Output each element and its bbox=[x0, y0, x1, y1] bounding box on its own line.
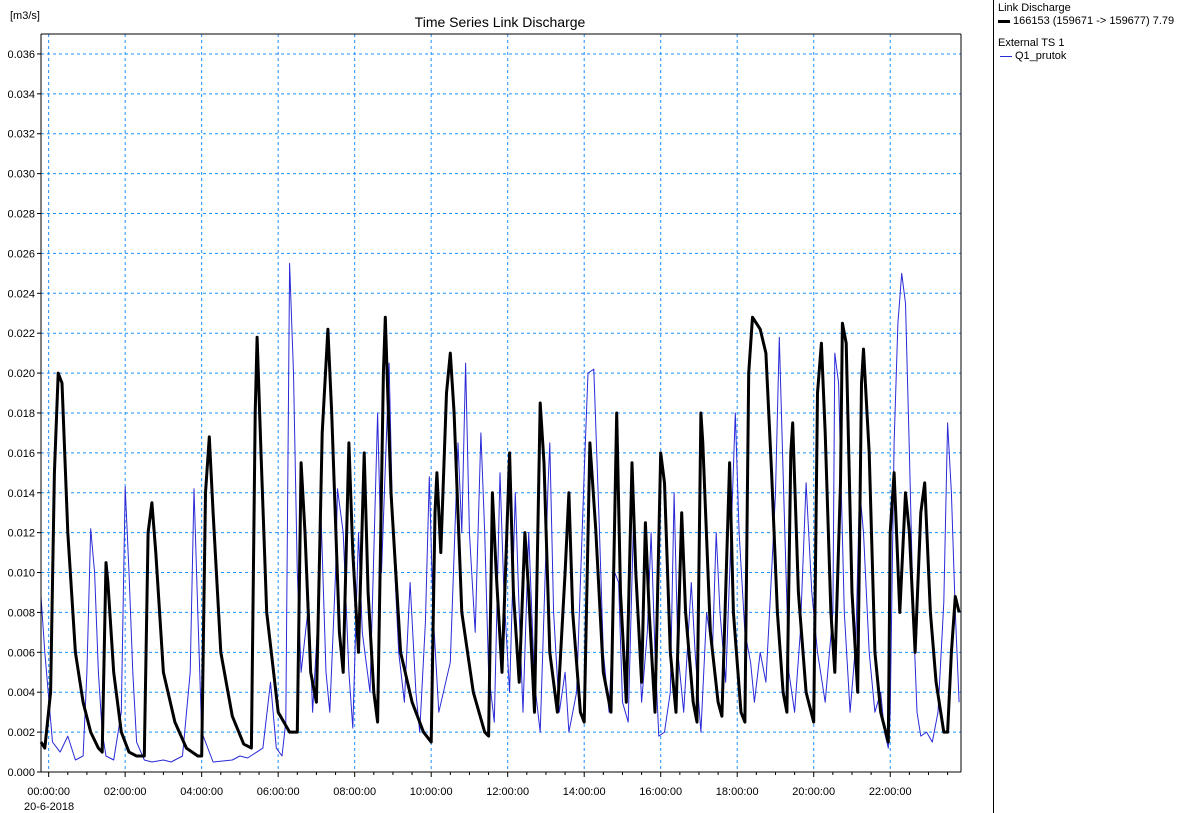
y-tick-label: 0.018 bbox=[7, 408, 35, 420]
x-tick-label: 02:00:00 bbox=[104, 786, 147, 798]
y-tick-label: 0.036 bbox=[7, 49, 35, 61]
series-layer bbox=[39, 262, 961, 763]
x-tick-label: 00:00:00 bbox=[27, 786, 70, 798]
x-tick-label: 12:00:00 bbox=[486, 786, 529, 798]
y-axis-unit-label: [m3/s] bbox=[10, 10, 40, 22]
legend-divider bbox=[993, 0, 994, 813]
y-tick-label: 0.020 bbox=[7, 368, 35, 380]
series-line-q1-prutok bbox=[40, 262, 960, 763]
x-tick-label: 16:00:00 bbox=[639, 786, 682, 798]
x-tick-label: 06:00:00 bbox=[257, 786, 300, 798]
legend-group-title-link-discharge: Link Discharge bbox=[998, 2, 1071, 14]
y-tick-label: 0.014 bbox=[7, 488, 35, 500]
legend-entry-q1-prutok[interactable]: Q1_prutok bbox=[998, 50, 1196, 63]
axes: 0.000 0.002 0.004 0.006 0.008 0.010 0.012 0.014… bbox=[7, 33, 962, 798]
legend-group-title-external-ts: External TS 1 bbox=[998, 37, 1065, 49]
y-tick-label: 0.034 bbox=[7, 89, 35, 101]
legend-entry-label: Q1_prutok bbox=[1015, 50, 1067, 62]
y-tick-label: 0.032 bbox=[7, 129, 35, 141]
legend-entry-link-discharge[interactable]: 166153 (159671 -> 159677) 7.79 bbox=[998, 15, 1196, 28]
y-tick-label: 0.016 bbox=[7, 448, 35, 460]
y-tick-label: 0.026 bbox=[7, 248, 35, 260]
chart: 0.000 0.002 0.004 0.006 0.008 0.010 0.012 0.014… bbox=[7, 10, 962, 813]
x-tick-label: 18:00:00 bbox=[716, 786, 759, 798]
x-tick-label: 14:00:00 bbox=[563, 786, 606, 798]
x-tick-label: 20:00:00 bbox=[792, 786, 835, 798]
x-tick-label: 22:00:00 bbox=[869, 786, 912, 798]
series-line-link-discharge bbox=[39, 315, 961, 758]
y-tick-label: 0.028 bbox=[7, 209, 35, 221]
y-tick-label: 0.004 bbox=[7, 687, 35, 699]
x-tick-label: 10:00:00 bbox=[410, 786, 453, 798]
y-tick-label: 0.006 bbox=[7, 647, 35, 659]
legend-swatch-blue-line bbox=[1000, 56, 1012, 57]
y-tick-label: 0.008 bbox=[7, 607, 35, 619]
y-tick-label: 0.030 bbox=[7, 169, 35, 181]
y-tick-label: 0.002 bbox=[7, 727, 35, 739]
chart-title: Time Series Link Discharge bbox=[415, 14, 586, 30]
legend-swatch-black-line bbox=[998, 20, 1010, 23]
y-tick-label: 0.024 bbox=[7, 288, 35, 300]
x-tick-label: 04:00:00 bbox=[180, 786, 223, 798]
x-tick-label: 08:00:00 bbox=[333, 786, 376, 798]
y-tick-label: 0.000 bbox=[7, 767, 35, 779]
y-tick-label: 0.022 bbox=[7, 328, 35, 340]
y-tick-label: 0.012 bbox=[7, 528, 35, 540]
x-axis-date-label: 20-6-2018 bbox=[24, 801, 74, 813]
legend-entry-label: 166153 (159671 -> 159677) 7.79 bbox=[1013, 15, 1175, 27]
legend-panel: Link Discharge 166153 (159671 -> 159677)… bbox=[995, 0, 1196, 813]
y-tick-label: 0.010 bbox=[7, 568, 35, 580]
